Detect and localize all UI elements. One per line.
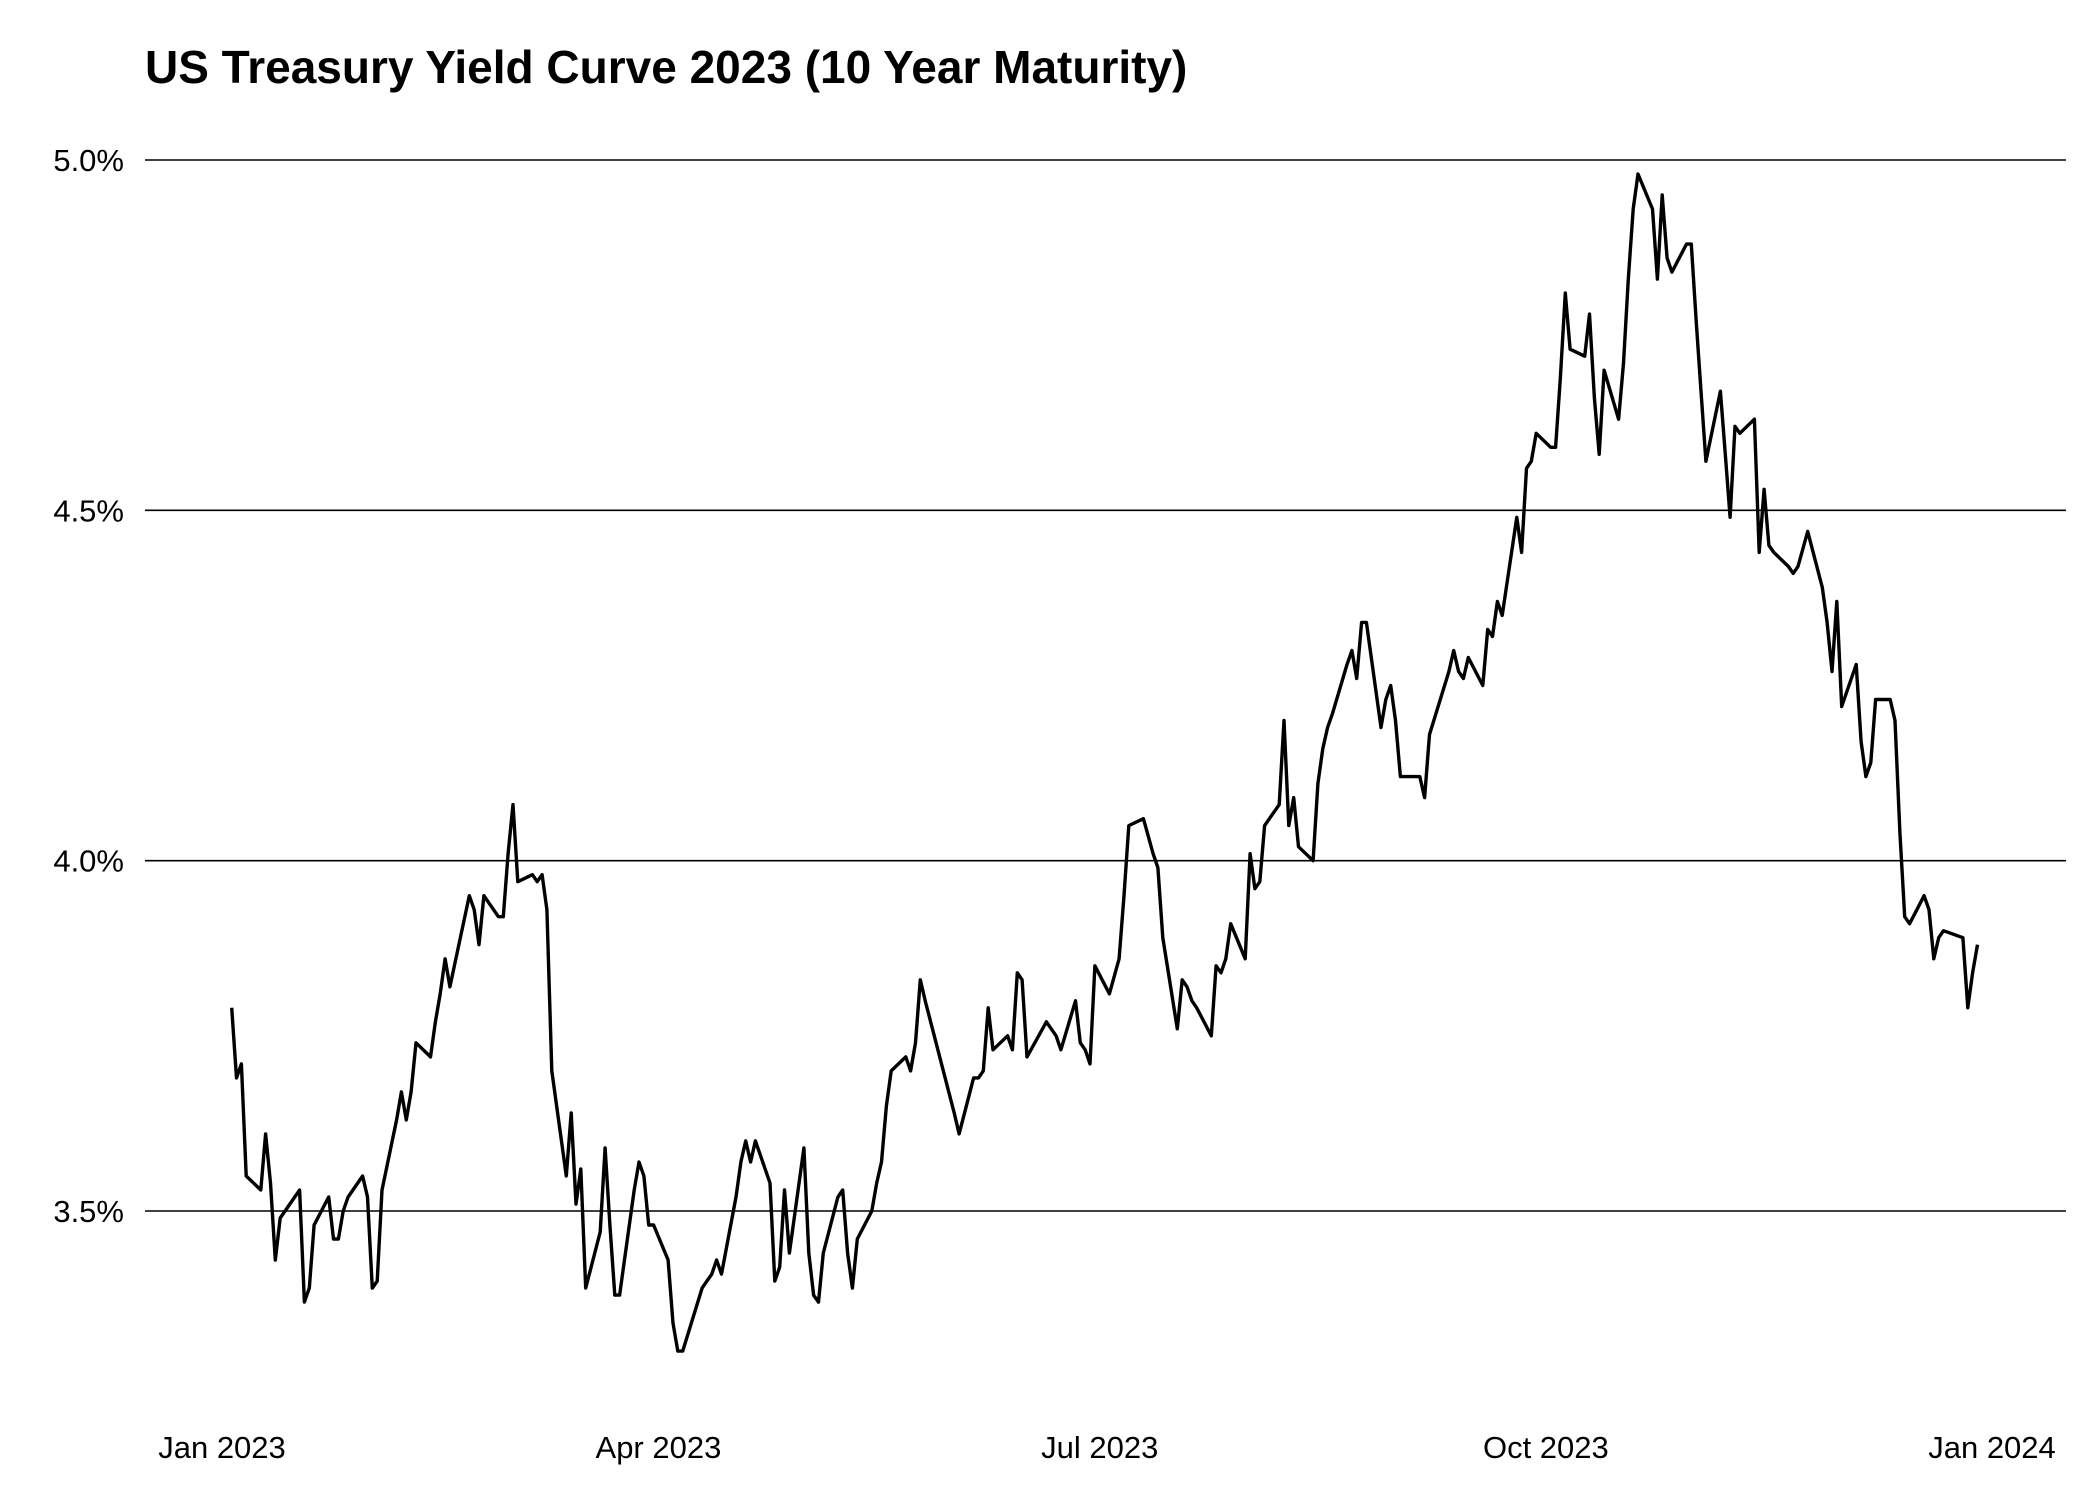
- x-tick-label: Jan 2024: [1928, 1430, 2056, 1465]
- y-tick-label: 4.0%: [53, 844, 124, 879]
- y-tick-label: 4.5%: [53, 493, 124, 528]
- x-tick-label: Apr 2023: [596, 1430, 722, 1465]
- y-tick-label: 5.0%: [53, 143, 124, 178]
- x-tick-label: Jul 2023: [1041, 1430, 1158, 1465]
- x-axis-ticks: Jan 2023 Apr 2023 Jul 2023 Oct 2023 Jan 2024: [158, 1430, 2056, 1465]
- y-tick-label: 3.5%: [53, 1194, 124, 1229]
- chart-title: US Treasury Yield Curve 2023 (10 Year Ma…: [145, 41, 1187, 93]
- y-axis-ticks: 3.5% 4.0% 4.5% 5.0%: [53, 143, 124, 1229]
- yield-series-line: [230, 172, 1980, 1353]
- gridlines: [145, 159, 2066, 1212]
- x-tick-label: Jan 2023: [158, 1430, 286, 1465]
- x-tick-label: Oct 2023: [1483, 1430, 1609, 1465]
